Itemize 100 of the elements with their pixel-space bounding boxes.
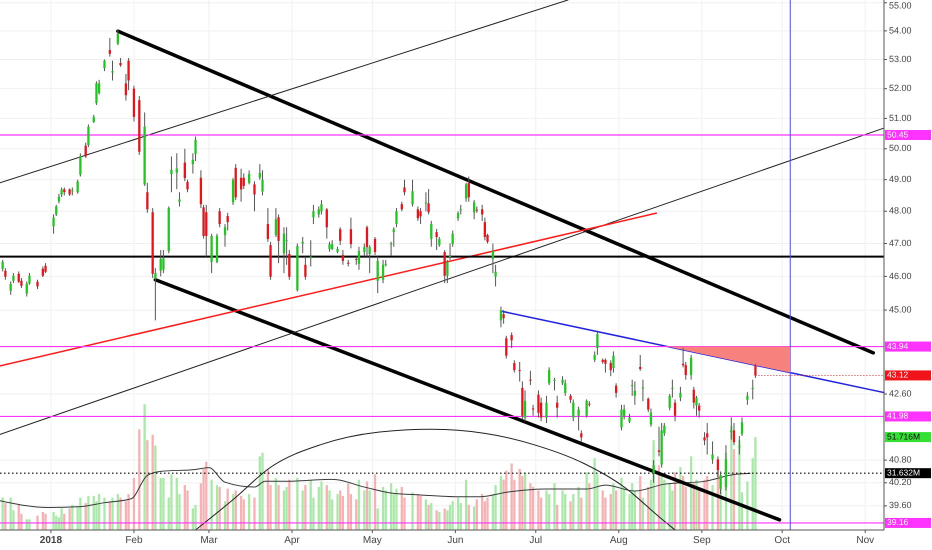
y-tick-label: 51.00 <box>889 112 912 123</box>
candlestick <box>468 176 470 202</box>
candlestick <box>752 379 754 400</box>
candlestick <box>537 390 540 418</box>
candlestick <box>162 250 165 274</box>
candlestick <box>738 435 740 455</box>
candlestick <box>266 208 270 242</box>
x-tick-label: Jul <box>529 535 542 546</box>
x-tick-label: Mar <box>200 535 218 546</box>
x-tick-label: Nov <box>856 535 874 546</box>
candlestick <box>706 422 708 455</box>
y-tick-label: 40.80 <box>889 454 912 464</box>
x-tick-label: Aug <box>610 535 628 546</box>
candlestick <box>652 460 655 484</box>
ref-line-label: 50.45 <box>887 129 909 140</box>
candlestick <box>331 240 334 251</box>
candlestick <box>604 358 607 374</box>
candlestick <box>160 250 162 277</box>
candlestick <box>242 172 245 190</box>
annotation: 43.12 <box>887 370 909 380</box>
candlestick <box>596 330 599 356</box>
candlestick <box>342 250 344 266</box>
candlestick <box>376 256 379 294</box>
candlestick <box>639 354 642 372</box>
candlestick <box>502 310 505 324</box>
y-tick-label: 40.20 <box>889 477 912 488</box>
candlestick <box>553 377 556 391</box>
ref-line-label: 43.94 <box>887 340 909 351</box>
candlestick <box>400 201 403 212</box>
x-tick-label: 2018 <box>40 535 62 546</box>
candlestick <box>76 179 79 194</box>
candlestick <box>108 37 111 58</box>
candlestick <box>510 332 513 348</box>
x-tick-label: Jun <box>447 535 464 546</box>
candlestick <box>513 360 516 374</box>
candlestick <box>111 60 114 81</box>
candlestick <box>548 366 550 386</box>
candlestick <box>79 152 82 178</box>
y2-tick-label: 31.632M <box>887 467 920 478</box>
line-series <box>195 428 676 530</box>
candlestick <box>436 228 438 251</box>
ref-line-label: 39.16 <box>887 517 909 528</box>
candlestick <box>556 395 558 418</box>
y-tick-label: 42.60 <box>889 388 912 398</box>
y-tick-label: 55.00 <box>889 0 912 10</box>
y2-tick-label: 51.716M <box>887 431 920 442</box>
y-tick-label: 48.00 <box>889 206 912 216</box>
candlestick <box>71 187 74 196</box>
x-tick-label: Apr <box>284 535 300 546</box>
candlestick <box>586 398 588 418</box>
candlestick <box>746 392 749 406</box>
candlestick <box>518 361 521 382</box>
x-tick-label: Feb <box>125 535 143 546</box>
candlestick <box>176 152 178 190</box>
candlestick <box>484 217 486 241</box>
candlestick <box>170 156 173 193</box>
candlestick <box>146 182 148 214</box>
y-tick-label: 39.60 <box>889 500 912 510</box>
y-tick-label: 52.00 <box>889 83 912 94</box>
candlestick <box>577 406 580 431</box>
candlestick <box>116 28 120 46</box>
line-series <box>0 467 751 508</box>
y-tick-label: 54.00 <box>889 25 912 36</box>
candlestick <box>473 200 476 220</box>
candlestick <box>312 204 315 225</box>
candlestick <box>430 220 432 248</box>
candlestick <box>205 204 208 258</box>
candlestick <box>460 204 462 215</box>
candlestick <box>444 250 446 284</box>
candlestick <box>52 214 55 234</box>
y-tick-label: 47.00 <box>889 238 912 248</box>
x-tick-label: Sep <box>692 535 712 546</box>
candlestick <box>282 226 286 274</box>
candlestick <box>326 208 328 240</box>
ref-line-label: 41.98 <box>887 410 909 421</box>
candlestick <box>339 226 342 246</box>
candlestick <box>42 266 44 278</box>
candlestick <box>594 350 596 362</box>
candlestick <box>218 208 221 228</box>
y-tick-label: 53.00 <box>889 54 912 64</box>
x-tick-label: Oct <box>774 535 790 546</box>
y-tick-label: 46.00 <box>889 270 912 281</box>
candlestick <box>18 270 20 284</box>
candlestick <box>500 306 502 328</box>
candlestick <box>614 382 618 398</box>
candlestick <box>310 240 312 267</box>
candlestick <box>446 259 448 284</box>
candlestick <box>419 208 422 225</box>
candlestick <box>690 354 692 380</box>
candlestick <box>302 236 304 254</box>
candlestick <box>10 280 12 296</box>
candlestick <box>580 430 582 442</box>
candlestick <box>634 380 636 406</box>
candlestick <box>505 335 508 359</box>
candlestick <box>392 226 395 248</box>
y-tick-label: 49.00 <box>889 174 912 184</box>
candlestick <box>304 256 307 280</box>
candlestick <box>55 204 58 217</box>
y-tick-label: 45.00 <box>889 304 912 314</box>
y-tick-label: 50.00 <box>889 143 912 154</box>
